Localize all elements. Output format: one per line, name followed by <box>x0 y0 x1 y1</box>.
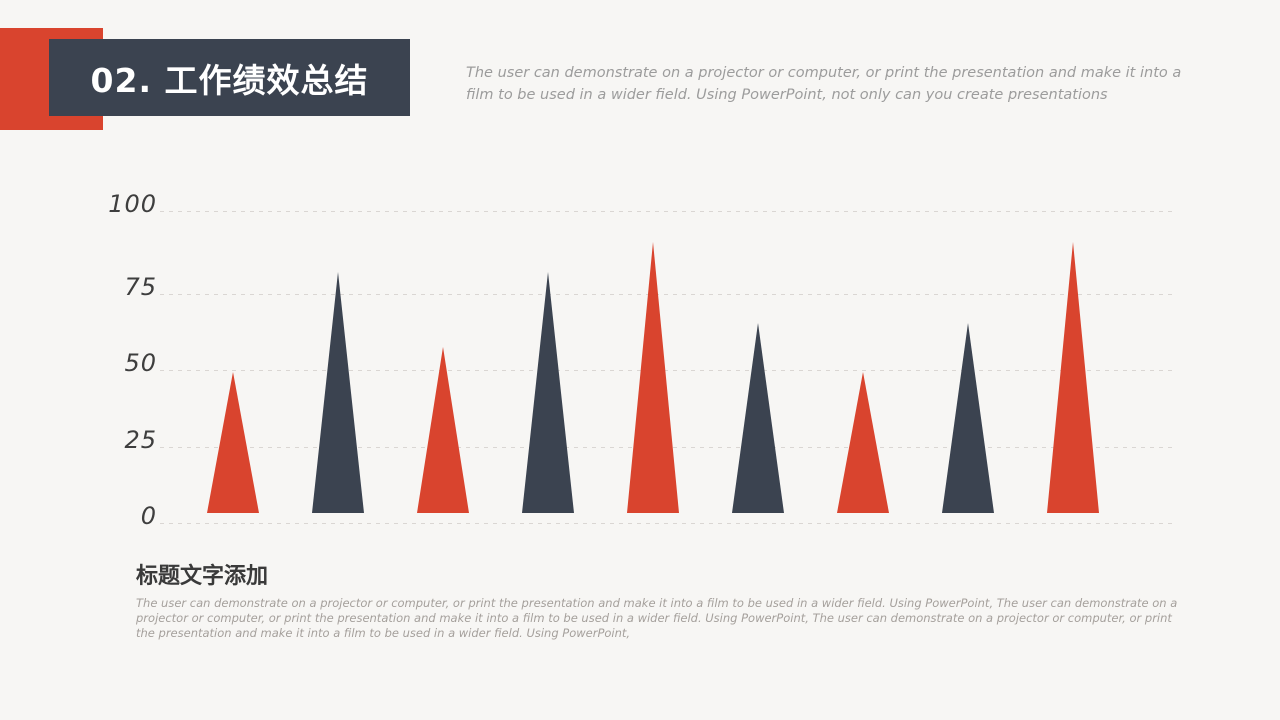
gridline <box>160 523 1173 525</box>
gridline <box>160 294 1173 296</box>
caption-body: The user can demonstrate on a projector … <box>136 596 1178 641</box>
chart-triangle <box>627 242 679 513</box>
chart-triangle <box>312 272 364 513</box>
chart-triangle <box>522 272 574 513</box>
y-axis-tick-label: 25 <box>124 426 157 454</box>
gridline <box>160 370 1173 372</box>
y-axis-tick-label: 0 <box>140 502 157 530</box>
intro-line: film to be used in a wider field. Using … <box>466 86 1108 103</box>
y-axis-tick-label: 50 <box>124 349 157 377</box>
chart-triangle <box>1047 242 1099 513</box>
intro-text: The user can demonstrate on a projector … <box>466 63 1206 106</box>
caption-line: The user can demonstrate on a projector … <box>136 596 1178 610</box>
gridline <box>160 211 1173 213</box>
caption-title: 标题文字添加 <box>136 564 269 589</box>
caption-line: the presentation and make it into a film… <box>136 626 631 640</box>
caption-block: 标题文字添加 The user can demonstrate on a pro… <box>136 558 1178 641</box>
y-axis-tick-label: 75 <box>124 273 157 301</box>
chart-triangle <box>207 372 259 513</box>
caption-line: projector or computer, or print the pres… <box>136 611 1172 625</box>
y-axis-tick-label: 100 <box>108 190 157 218</box>
section-title: 02. 工作绩效总结 <box>90 60 369 100</box>
chart-triangle <box>732 323 784 513</box>
section-title-box: 02. 工作绩效总结 <box>49 39 410 116</box>
chart-triangle <box>837 372 889 513</box>
intro-line: The user can demonstrate on a projector … <box>466 65 1182 81</box>
chart-triangle <box>942 323 994 513</box>
